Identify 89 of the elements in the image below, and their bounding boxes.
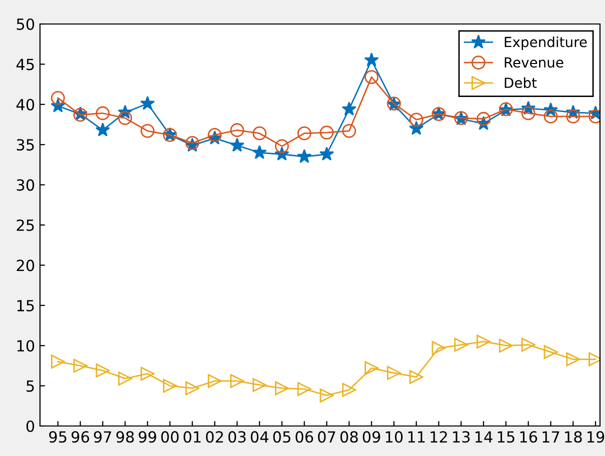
point	[342, 382, 356, 397]
point	[386, 366, 401, 380]
point	[297, 126, 312, 140]
point	[230, 123, 244, 138]
point	[432, 341, 446, 355]
point	[50, 91, 65, 105]
y-tick-label: 15	[17, 300, 34, 312]
point	[185, 381, 200, 396]
point	[319, 146, 334, 161]
point	[96, 364, 110, 378]
point	[544, 345, 558, 359]
point	[274, 381, 289, 396]
point	[566, 352, 580, 366]
x-tick-label: 15	[498, 431, 514, 443]
x-tick-label: 08	[340, 431, 358, 443]
x-tick-label: 00	[161, 431, 179, 443]
point	[544, 110, 558, 124]
point	[140, 366, 154, 381]
point	[230, 374, 244, 388]
x-tick-label: 18	[565, 431, 582, 443]
x-tick-label: 14	[475, 431, 492, 442]
point	[364, 361, 378, 376]
y-tick-label: 20	[16, 260, 34, 272]
point	[297, 382, 312, 396]
point	[320, 388, 334, 402]
point	[230, 138, 244, 152]
y-tick-label: 0	[26, 420, 34, 432]
point	[252, 145, 267, 159]
point	[252, 378, 266, 392]
point	[297, 149, 312, 163]
x-tick-label: 97	[94, 431, 112, 443]
y-tick-label: 5	[26, 380, 34, 392]
point	[252, 126, 266, 140]
x-tick-label: 05	[273, 431, 290, 443]
y-tick-label: 25	[16, 219, 34, 232]
point	[118, 372, 132, 386]
x-tick-label: 98	[116, 431, 134, 443]
x-tick-label: 10	[386, 431, 403, 443]
y-tick-label: 35	[16, 139, 34, 151]
point	[454, 338, 468, 352]
x-tick-label: 13	[453, 431, 470, 443]
legend-label: Debt	[504, 77, 537, 88]
x-tick-label: 19	[587, 431, 604, 443]
y-tick-label: 30	[16, 179, 34, 191]
point	[50, 354, 65, 369]
x-tick-label: 12	[430, 431, 447, 442]
point	[162, 378, 177, 393]
x-tick-label: 07	[318, 431, 336, 443]
x-tick-label: 02	[206, 431, 223, 443]
x-tick-label: 16	[520, 431, 538, 443]
point	[95, 122, 110, 136]
point	[521, 338, 536, 352]
point	[73, 358, 88, 373]
point	[498, 338, 513, 353]
point	[476, 112, 490, 126]
point	[409, 370, 424, 384]
x-tick-label: 03	[228, 431, 246, 443]
y-tick-label: 40	[16, 98, 34, 110]
point	[320, 126, 334, 140]
x-tick-label: 09	[362, 431, 380, 443]
x-tick-label: 96	[72, 431, 90, 443]
point	[364, 70, 378, 84]
point	[521, 106, 536, 120]
x-tick-label: 06	[296, 431, 314, 443]
point	[342, 124, 356, 138]
point	[140, 96, 155, 110]
point	[409, 120, 424, 135]
point	[118, 111, 132, 126]
point	[140, 124, 154, 138]
y-tick-label: 10	[17, 340, 34, 352]
point	[566, 110, 580, 124]
y-tick-label: 50	[16, 18, 34, 30]
x-tick-label: 11	[408, 431, 425, 442]
x-tick-label: 99	[138, 431, 156, 443]
point	[208, 374, 222, 388]
point	[208, 128, 222, 142]
point	[409, 112, 424, 127]
point	[274, 139, 289, 154]
x-tick-label: 04	[250, 431, 268, 443]
x-tick-label: 95	[49, 431, 66, 443]
point	[342, 102, 356, 116]
x-tick-label: 01	[184, 431, 201, 443]
x-tick-label: 17	[542, 431, 560, 442]
point	[96, 106, 110, 120]
y-tick-label: 45	[16, 58, 34, 70]
point	[364, 52, 379, 66]
point	[476, 334, 490, 349]
legend-label: Expenditure	[504, 36, 587, 50]
legend-label: Revenue	[504, 57, 564, 68]
